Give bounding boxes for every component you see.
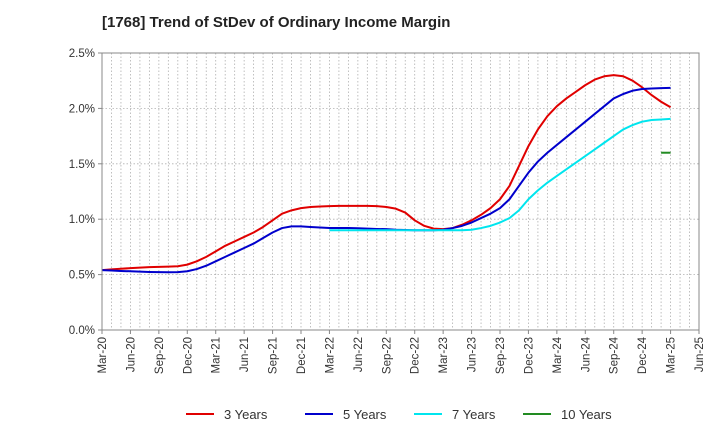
- y-axis-ticks: 0.0% 0.5% 1.0% 1.5% 2.0% 2.5%: [69, 48, 102, 337]
- x-tick-label: Dec-24: [637, 336, 649, 374]
- x-tick-label: Jun-21: [239, 337, 251, 372]
- series-line-7-years: [329, 117, 671, 232]
- x-tick-label: Sep-23: [495, 337, 507, 374]
- legend-label-5-years: 5 Years: [343, 407, 387, 422]
- x-tick-label: Sep-20: [154, 337, 166, 374]
- x-tick-label: Mar-25: [666, 337, 678, 373]
- y-tick-label: 0.5%: [69, 270, 95, 282]
- x-tick-label: Sep-22: [381, 337, 393, 374]
- x-tick-label: Dec-20: [182, 337, 194, 374]
- x-tick-label: Jun-25: [694, 337, 706, 372]
- x-tick-label: Mar-21: [211, 337, 223, 373]
- x-tick-label: Dec-22: [410, 337, 422, 374]
- x-tick-label: Jun-24: [580, 336, 592, 372]
- x-axis-ticks: Mar-20 Jun-20 Sep-20 Dec-20 Mar-21 Jun-21 Sep-…: [97, 330, 706, 374]
- y-tick-label: 2.5%: [69, 48, 95, 60]
- x-tick-label: Dec-23: [523, 337, 535, 374]
- grid-layer: [102, 53, 699, 330]
- x-tick-label: Sep-21: [268, 337, 280, 374]
- x-tick-label: Jun-22: [353, 337, 365, 372]
- x-tick-label: Jun-23: [467, 337, 479, 372]
- legend-label-3-years: 3 Years: [224, 407, 268, 422]
- x-tick-label: Dec-21: [296, 337, 308, 374]
- x-tick-label: Sep-24: [609, 336, 621, 374]
- x-tick-label: Mar-22: [324, 337, 336, 373]
- series-line-5-years: [101, 86, 671, 274]
- y-tick-label: 0.0%: [69, 325, 95, 337]
- series-layer: [101, 74, 672, 274]
- x-tick-label: Mar-24: [552, 336, 564, 373]
- plot-area-background: [102, 53, 699, 330]
- x-tick-label: Jun-20: [125, 337, 137, 372]
- legend-label-10-years: 10 Years: [561, 407, 612, 422]
- chart-title: [1768] Trend of StDev of Ordinary Income…: [102, 14, 451, 31]
- y-tick-label: 1.0%: [69, 214, 95, 226]
- x-tick-label: Mar-20: [97, 337, 109, 373]
- legend: 3 Years 5 Years 7 Years 10 Years: [186, 407, 612, 422]
- x-tick-label: Mar-23: [438, 337, 450, 373]
- plot-area-border: [101, 52, 700, 331]
- y-tick-label: 1.5%: [69, 159, 95, 171]
- y-tick-label: 2.0%: [69, 103, 95, 115]
- series-line-3-years: [101, 74, 672, 272]
- legend-label-7-years: 7 Years: [452, 407, 496, 422]
